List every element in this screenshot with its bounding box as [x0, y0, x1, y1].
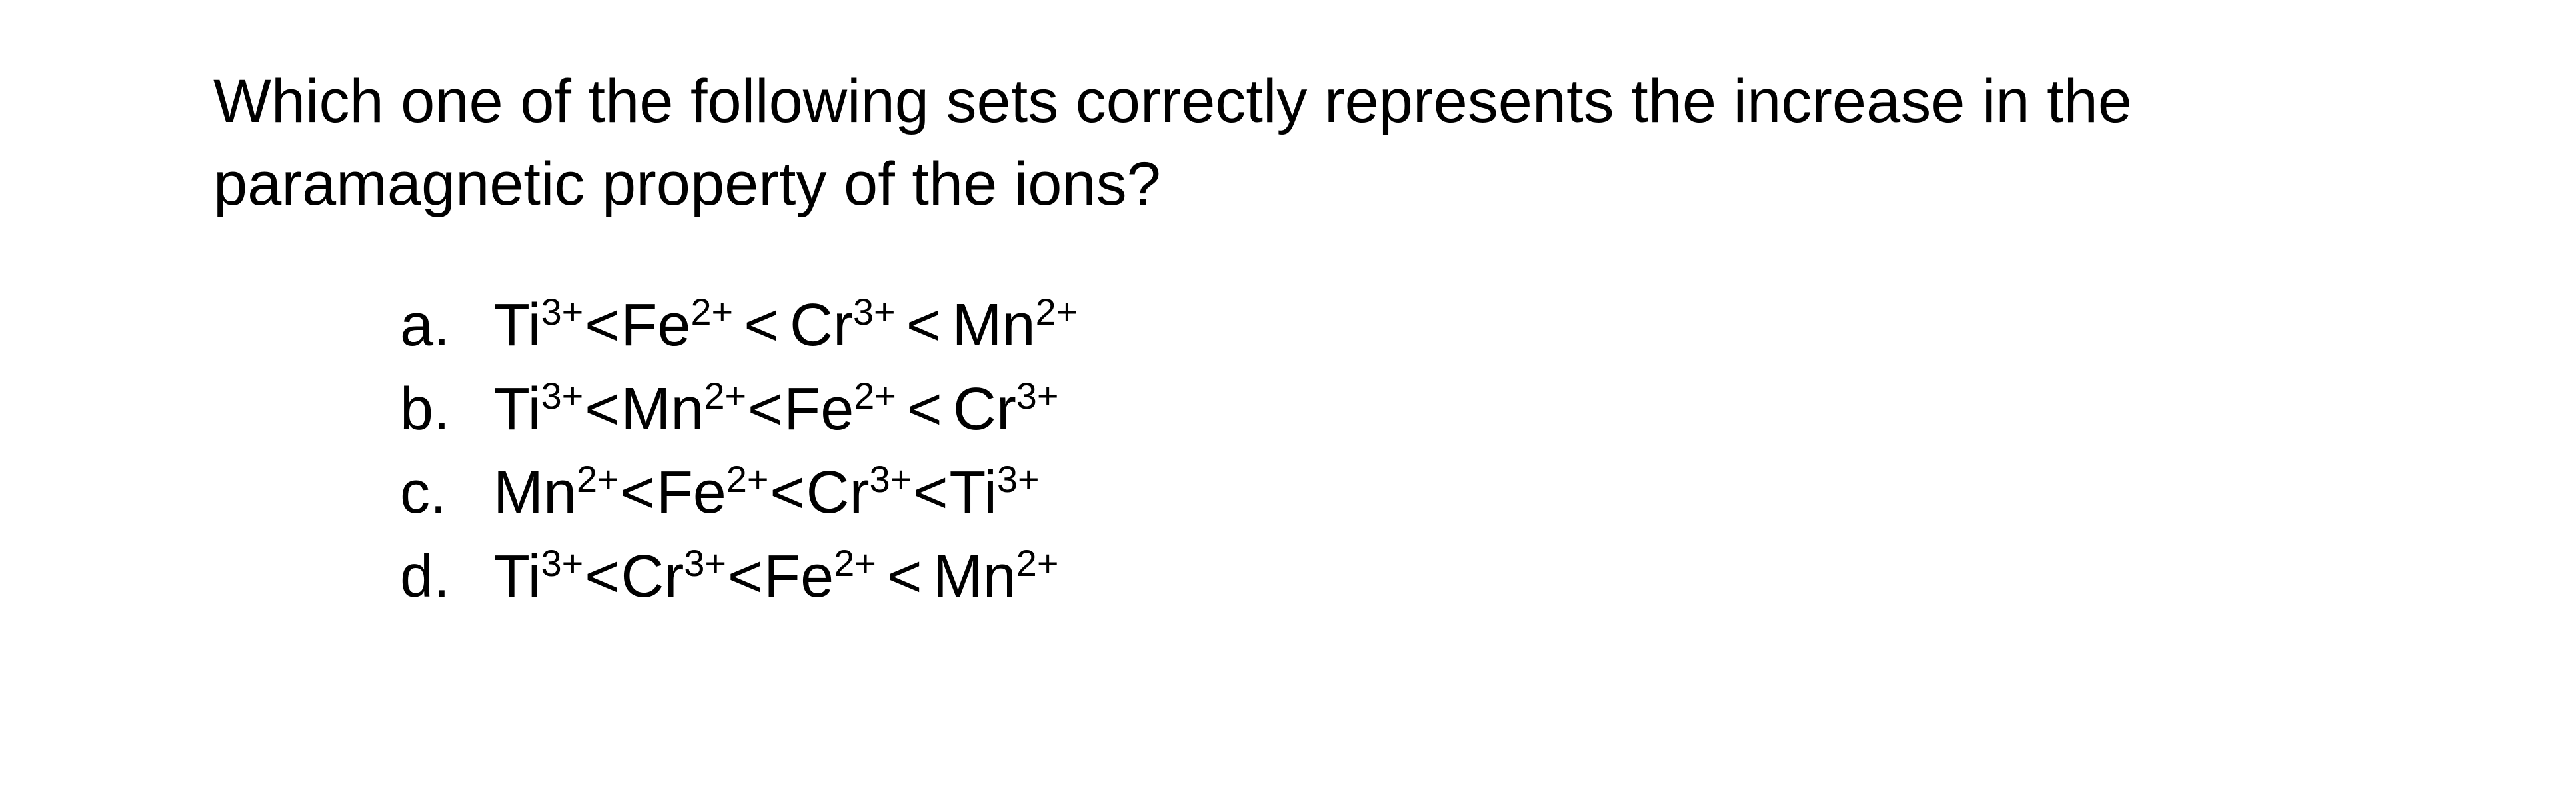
ion-charge: 2+ — [834, 542, 876, 584]
question-stem: Which one of the following sets correctl… — [213, 60, 2479, 225]
ion-charge: 3+ — [853, 291, 896, 333]
ion-symbol: Cr — [621, 543, 684, 610]
less-than-symbol: < — [583, 376, 621, 443]
ion-symbol: Fe — [764, 543, 834, 610]
ion-charge: 3+ — [870, 458, 912, 500]
ion-charge: 2+ — [854, 375, 896, 417]
ion-mn: Mn2+ — [621, 376, 746, 443]
ion-charge: 3+ — [1016, 375, 1059, 417]
option-body-d: Ti3+<Cr3+<Fe2+<Mn2+ — [493, 537, 1058, 618]
ion-ti: Ti3+ — [949, 459, 1039, 526]
ion-ti: Ti3+ — [493, 292, 583, 359]
ion-charge: 2+ — [690, 291, 733, 333]
ion-fe: Fe2+ — [656, 459, 769, 526]
ion-symbol: Fe — [621, 292, 690, 359]
less-than-symbol: < — [876, 543, 933, 610]
less-than-symbol: < — [912, 459, 949, 526]
ion-charge: 3+ — [541, 291, 584, 333]
ion-cr: Cr3+ — [953, 376, 1059, 443]
ion-fe: Fe2+ — [621, 292, 733, 359]
question-page: Which one of the following sets correctl… — [0, 0, 2576, 617]
ion-mn: Mn2+ — [493, 459, 619, 526]
ion-cr: Cr3+ — [790, 292, 896, 359]
ion-symbol: Cr — [790, 292, 853, 359]
less-than-symbol: < — [619, 459, 656, 526]
ion-charge: 3+ — [541, 542, 584, 584]
ion-charge: 3+ — [684, 542, 726, 584]
ion-charge: 3+ — [541, 375, 584, 417]
ion-cr: Cr3+ — [621, 543, 726, 610]
less-than-symbol: < — [733, 292, 790, 359]
stem-line-2: paramagnetic property of the ions? — [213, 150, 1161, 218]
ion-ti: Ti3+ — [493, 543, 583, 610]
ion-symbol: Mn — [933, 543, 1016, 610]
ion-symbol: Mn — [621, 376, 704, 443]
option-letter-c: c. — [400, 453, 493, 534]
less-than-symbol: < — [746, 376, 784, 443]
less-than-symbol: < — [583, 543, 621, 610]
ion-symbol: Ti — [493, 543, 541, 610]
option-letter-d: d. — [400, 537, 493, 618]
ion-symbol: Mn — [493, 459, 577, 526]
option-body-c: Mn2+<Fe2+<Cr3+<Ti3+ — [493, 453, 1040, 534]
ion-symbol: Fe — [656, 459, 726, 526]
ion-charge: 2+ — [704, 375, 746, 417]
option-d: d. Ti3+<Cr3+<Fe2+<Mn2+ — [400, 537, 2576, 618]
option-a: a. Ti3+<Fe2+<Cr3+<Mn2+ — [400, 285, 2576, 367]
less-than-symbol: < — [896, 292, 952, 359]
ion-ti: Ti3+ — [493, 376, 583, 443]
ion-symbol: Ti — [493, 376, 541, 443]
ion-charge: 2+ — [577, 458, 619, 500]
ion-symbol: Mn — [952, 292, 1036, 359]
ion-fe: Fe2+ — [784, 376, 896, 443]
ion-symbol: Ti — [493, 292, 541, 359]
less-than-symbol: < — [768, 459, 806, 526]
less-than-symbol: < — [726, 543, 764, 610]
ion-symbol: Ti — [949, 459, 997, 526]
option-letter-a: a. — [400, 285, 493, 367]
option-body-a: Ti3+<Fe2+<Cr3+<Mn2+ — [493, 285, 1078, 367]
less-than-symbol: < — [583, 292, 621, 359]
less-than-symbol: < — [896, 376, 953, 443]
ion-charge: 3+ — [997, 458, 1040, 500]
options-list: a. Ti3+<Fe2+<Cr3+<Mn2+ b. Ti3+<Mn2+<Fe2+… — [213, 285, 2576, 617]
option-c: c. Mn2+<Fe2+<Cr3+<Ti3+ — [400, 453, 2576, 534]
stem-line-1: Which one of the following sets correctl… — [213, 67, 2132, 135]
ion-symbol: Cr — [806, 459, 870, 526]
ion-cr: Cr3+ — [806, 459, 912, 526]
option-letter-b: b. — [400, 369, 493, 451]
option-body-b: Ti3+<Mn2+<Fe2+<Cr3+ — [493, 369, 1058, 451]
ion-fe: Fe2+ — [764, 543, 876, 610]
ion-charge: 2+ — [1036, 291, 1078, 333]
ion-symbol: Cr — [953, 376, 1016, 443]
ion-charge: 2+ — [726, 458, 769, 500]
ion-mn: Mn2+ — [952, 292, 1078, 359]
ion-symbol: Fe — [784, 376, 854, 443]
option-b: b. Ti3+<Mn2+<Fe2+<Cr3+ — [400, 369, 2576, 451]
ion-mn: Mn2+ — [933, 543, 1059, 610]
ion-charge: 2+ — [1016, 542, 1059, 584]
